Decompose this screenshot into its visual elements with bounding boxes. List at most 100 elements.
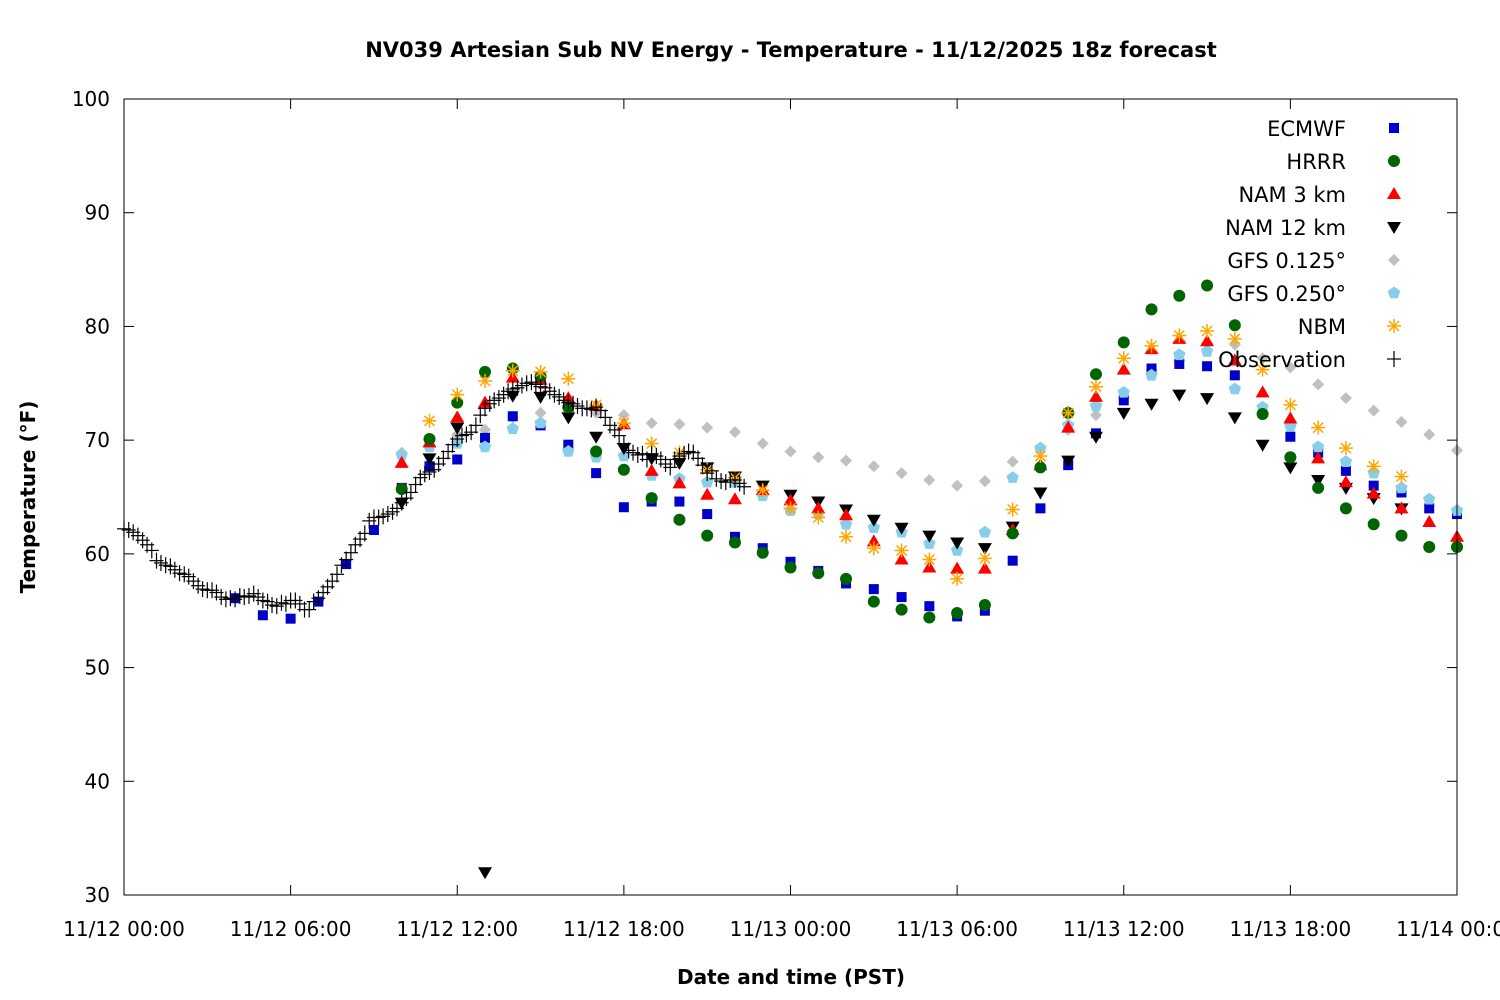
data-point bbox=[617, 409, 630, 422]
data-point bbox=[977, 551, 992, 566]
data-point bbox=[977, 561, 992, 574]
data-point bbox=[1089, 399, 1103, 412]
data-point bbox=[756, 546, 769, 559]
data-point bbox=[978, 599, 991, 612]
data-point bbox=[924, 601, 935, 612]
data-point bbox=[737, 478, 752, 495]
data-point bbox=[866, 534, 881, 547]
series-gfs-0-250- bbox=[395, 344, 1464, 556]
data-point bbox=[1422, 515, 1437, 528]
data-point bbox=[1144, 398, 1159, 411]
data-point bbox=[534, 416, 547, 429]
data-point bbox=[1006, 455, 1019, 468]
data-point bbox=[922, 552, 937, 567]
data-point bbox=[450, 410, 465, 423]
data-point bbox=[727, 492, 742, 505]
legend-label: Observation bbox=[1218, 348, 1346, 372]
data-point bbox=[1367, 404, 1380, 417]
data-point bbox=[1006, 471, 1019, 483]
legend-marker bbox=[1389, 123, 1399, 133]
legend-marker bbox=[1387, 286, 1401, 299]
data-point bbox=[867, 595, 880, 608]
data-point bbox=[896, 592, 907, 603]
data-point bbox=[1366, 459, 1381, 474]
series-observation bbox=[117, 374, 752, 618]
y-tick-label: 70 bbox=[85, 428, 110, 452]
data-point bbox=[507, 411, 518, 422]
data-point bbox=[702, 509, 713, 520]
legend-marker bbox=[1387, 351, 1401, 367]
data-point bbox=[561, 371, 576, 386]
data-point bbox=[479, 365, 492, 378]
x-tick-label: 11/12 06:00 bbox=[230, 917, 352, 941]
data-point bbox=[894, 543, 909, 558]
data-point bbox=[394, 455, 409, 468]
data-point bbox=[1395, 415, 1408, 428]
data-point bbox=[422, 413, 437, 428]
x-tick-label: 11/14 00:00 bbox=[1396, 917, 1500, 941]
data-point bbox=[422, 453, 437, 466]
y-axis-label: Temperature (°F) bbox=[16, 401, 40, 594]
data-point bbox=[895, 467, 908, 480]
data-point bbox=[867, 460, 880, 473]
x-tick-label: 11/13 06:00 bbox=[896, 917, 1018, 941]
data-point bbox=[617, 463, 630, 476]
data-point bbox=[1283, 462, 1298, 475]
data-point bbox=[1117, 385, 1130, 398]
y-tick-label: 40 bbox=[85, 769, 110, 793]
data-point bbox=[922, 530, 937, 543]
data-point bbox=[895, 603, 908, 616]
data-point bbox=[1172, 328, 1187, 343]
data-point bbox=[1256, 407, 1269, 420]
data-point bbox=[1006, 527, 1019, 540]
data-point bbox=[285, 613, 296, 624]
data-point bbox=[1256, 352, 1269, 365]
data-point bbox=[589, 431, 604, 444]
data-point bbox=[1035, 503, 1046, 514]
data-point bbox=[1172, 389, 1187, 402]
data-point bbox=[1200, 344, 1214, 357]
legend-label: NBM bbox=[1298, 315, 1346, 339]
y-tick-label: 90 bbox=[85, 201, 110, 225]
data-point bbox=[701, 421, 714, 434]
data-point bbox=[1061, 405, 1076, 420]
data-point bbox=[1173, 289, 1186, 302]
data-point bbox=[644, 463, 659, 476]
data-point bbox=[1312, 440, 1325, 453]
data-point bbox=[1394, 469, 1409, 484]
data-point bbox=[839, 508, 854, 521]
data-point bbox=[1146, 363, 1157, 374]
data-point bbox=[839, 517, 853, 530]
data-point bbox=[756, 437, 769, 450]
data-point bbox=[451, 396, 464, 409]
data-point bbox=[812, 567, 825, 580]
data-point bbox=[478, 374, 493, 389]
data-point bbox=[1311, 451, 1326, 464]
plot-frame bbox=[123, 98, 1458, 896]
data-point bbox=[1311, 474, 1326, 487]
data-point bbox=[1339, 502, 1352, 515]
data-point bbox=[1284, 361, 1297, 374]
data-point bbox=[1202, 361, 1213, 372]
data-point bbox=[1174, 358, 1185, 369]
legend-marker bbox=[1387, 187, 1401, 199]
data-point bbox=[700, 487, 715, 500]
series-nam-3-km bbox=[394, 331, 1464, 574]
data-point bbox=[866, 541, 881, 556]
data-point bbox=[1312, 481, 1325, 494]
data-point bbox=[616, 416, 631, 431]
data-point bbox=[811, 510, 826, 525]
data-point bbox=[1423, 492, 1436, 505]
data-point bbox=[1228, 382, 1241, 395]
x-tick-label: 11/12 18:00 bbox=[563, 917, 685, 941]
data-point bbox=[618, 502, 629, 513]
data-point bbox=[1089, 409, 1102, 422]
y-tick-label: 80 bbox=[85, 314, 110, 338]
legend-marker bbox=[1388, 155, 1400, 167]
data-point bbox=[1311, 420, 1326, 435]
data-point bbox=[1034, 461, 1047, 474]
legend-label: ECMWF bbox=[1267, 117, 1346, 141]
data-point bbox=[1144, 338, 1159, 353]
data-point bbox=[840, 572, 853, 585]
data-point bbox=[1255, 439, 1270, 452]
